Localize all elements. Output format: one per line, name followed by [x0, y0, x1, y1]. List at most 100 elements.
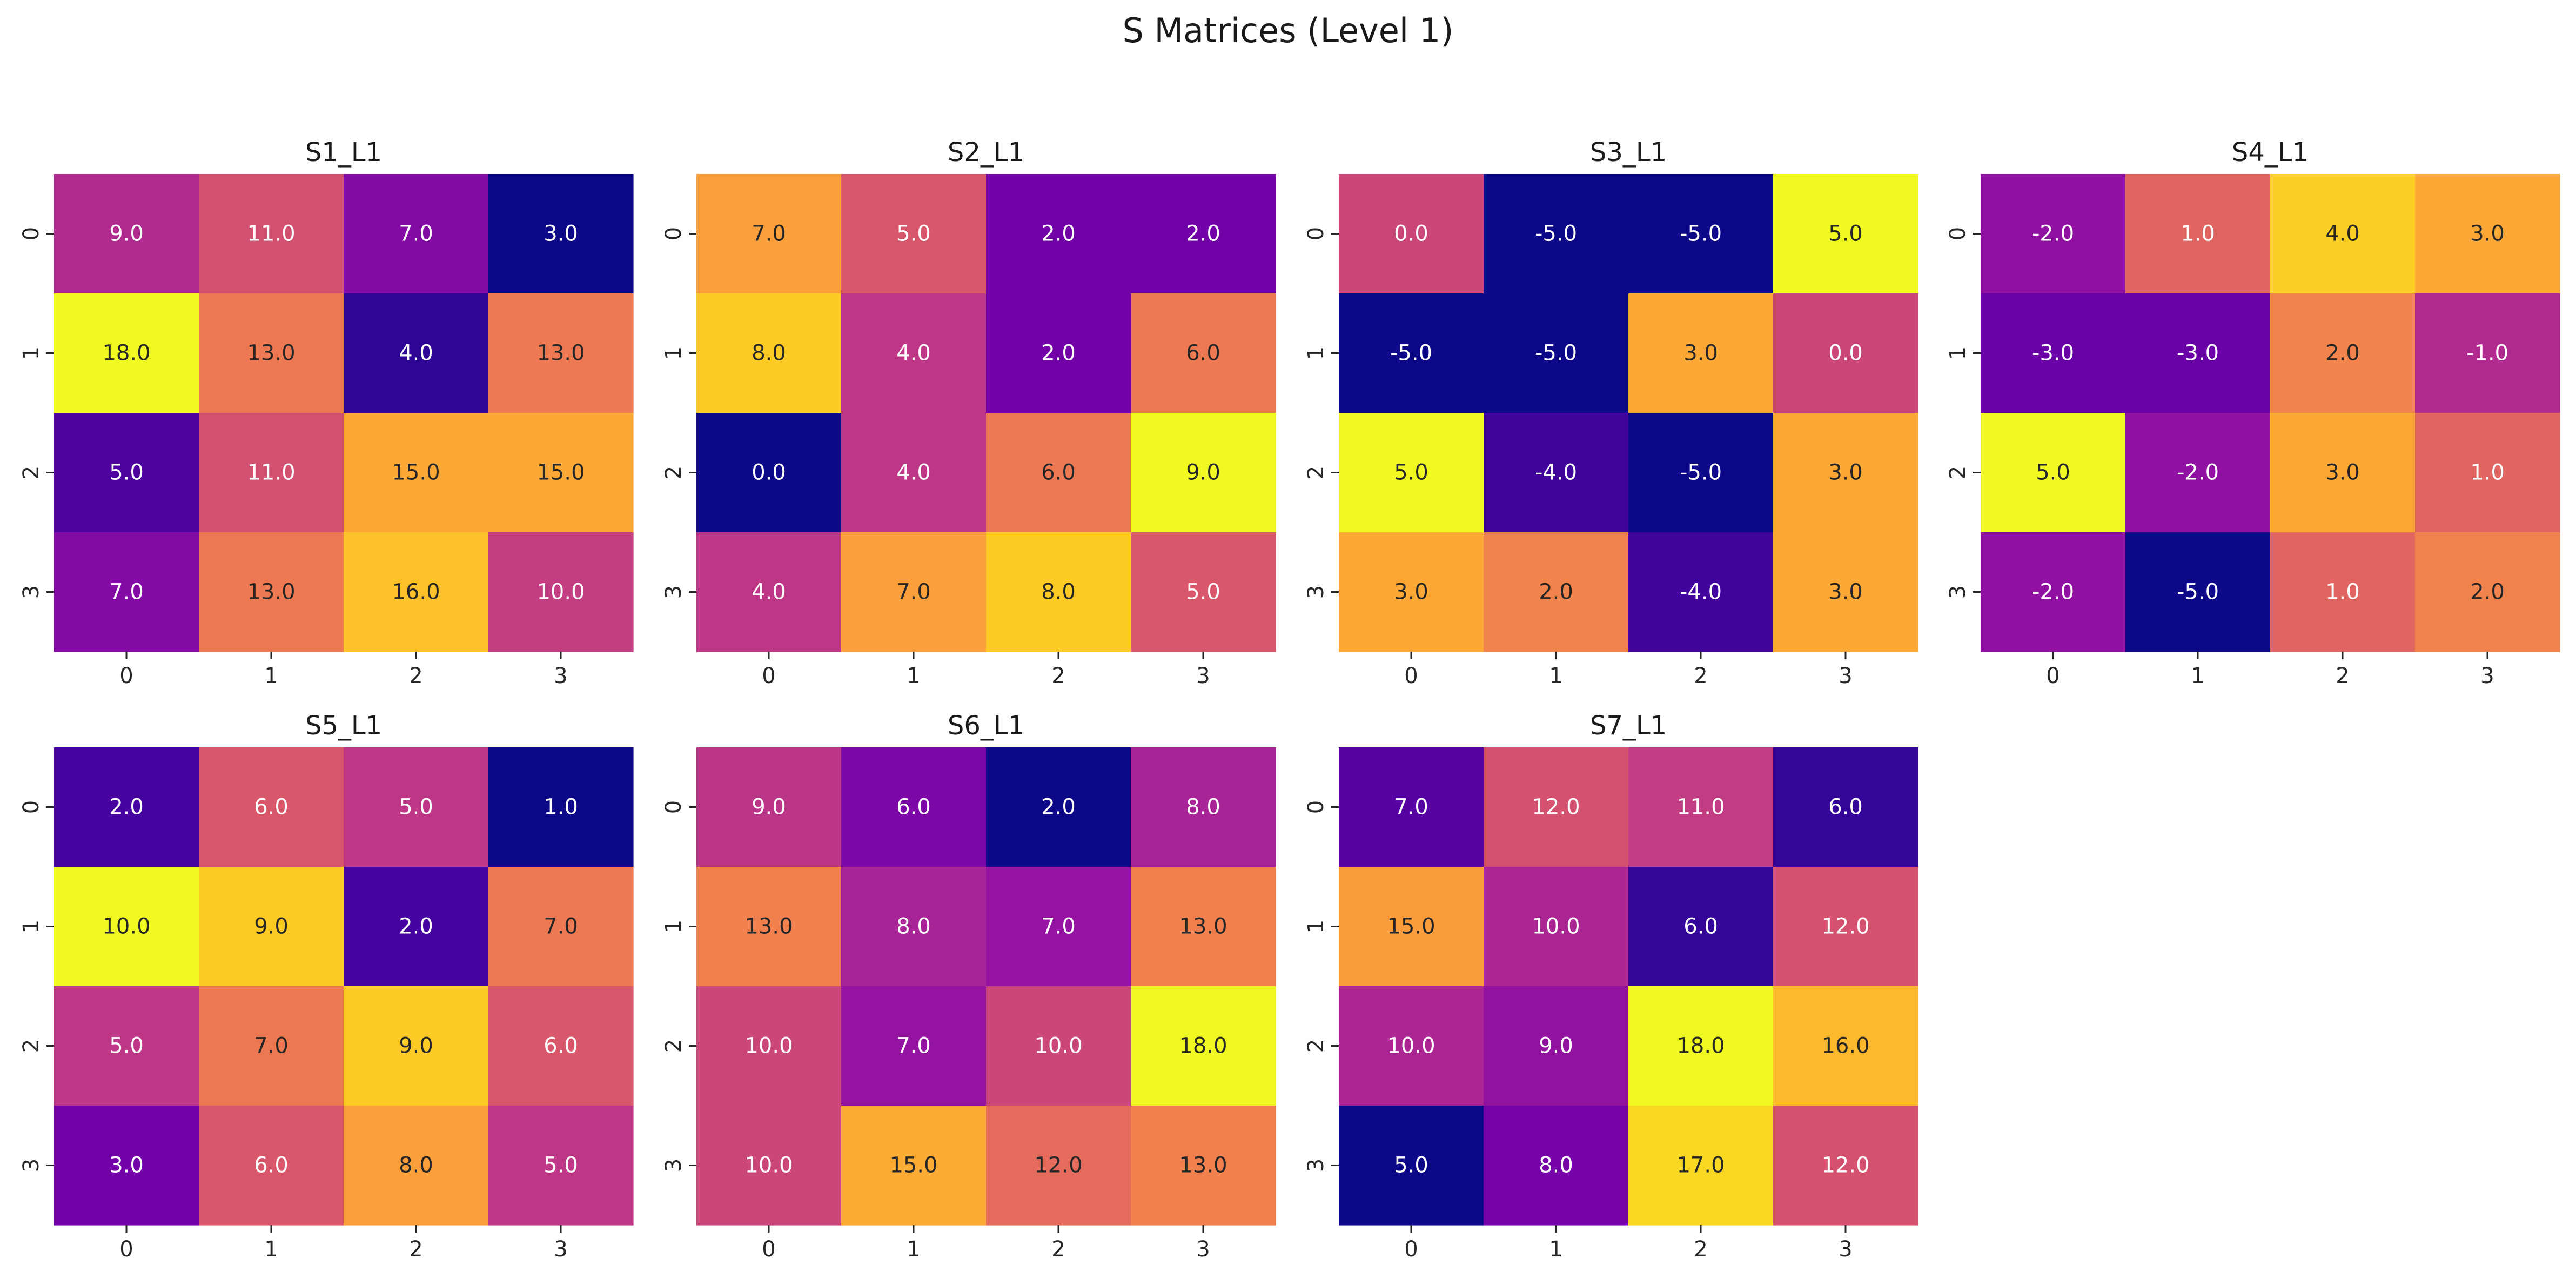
cell-value-label: 3.0: [544, 222, 578, 246]
x-tick-label: 2: [409, 664, 422, 688]
heatmap-cell: [2415, 413, 2560, 533]
cell-value-label: 4.0: [896, 460, 931, 485]
heatmap-cell: [1773, 174, 1918, 294]
heatmap-cell: [986, 747, 1131, 867]
cell-value-label: 3.0: [109, 1153, 144, 1178]
cell-value-label: 9.0: [1186, 460, 1220, 485]
heatmap-cell: [1773, 293, 1918, 413]
y-tick-label: 0: [19, 800, 44, 814]
heatmap-cell: [2125, 532, 2271, 652]
figure-title: S Matrices (Level 1): [1122, 11, 1454, 50]
heatmap-cell: [1628, 293, 1774, 413]
x-tick-label: 3: [554, 1237, 567, 1262]
y-tick-label: 1: [19, 346, 44, 360]
cell-value-label: 8.0: [1186, 795, 1220, 820]
cell-value-label: 0.0: [1828, 341, 1863, 366]
heatmap-cell: [841, 413, 987, 533]
cell-value-label: 10.0: [1532, 914, 1580, 939]
heatmap-cell: [2415, 174, 2560, 294]
cell-value-label: 6.0: [1041, 460, 1076, 485]
cell-value-label: 2.0: [2325, 341, 2360, 366]
heatmap-cell: [54, 867, 199, 987]
x-tick-label: 1: [907, 664, 920, 688]
heatmap-cell: [1484, 413, 1629, 533]
heatmap-cell: [1484, 747, 1629, 867]
cell-value-label: -5.0: [2177, 580, 2219, 605]
panel-title: S7_L1: [1590, 711, 1667, 741]
heatmap-cell: [1773, 532, 1918, 652]
cell-value-label: -4.0: [1535, 460, 1577, 485]
y-tick-label: 2: [19, 466, 44, 479]
heatmap-cell: [841, 532, 987, 652]
y-tick-label: 0: [1304, 800, 1329, 814]
cell-value-label: 2.0: [1041, 222, 1076, 246]
heatmap-panel: S2_L1 7.0 5.0 2.0 2.0 8.0 4.0 2.0 6.0 0.0 4.0 6.0 9.…: [661, 137, 1276, 688]
x-tick-label: 2: [409, 1237, 422, 1262]
heatmap-cell: [1484, 867, 1629, 987]
cell-value-label: 18.0: [1179, 1034, 1227, 1059]
cell-value-label: 10.0: [1387, 1034, 1435, 1059]
x-tick-label: 0: [762, 664, 775, 688]
x-tick-label: 2: [1051, 1237, 1065, 1262]
x-tick-label: 3: [1196, 1237, 1210, 1262]
heatmap-cell: [841, 293, 987, 413]
cell-value-label: 5.0: [1828, 222, 1863, 246]
cell-value-label: 5.0: [109, 1034, 144, 1059]
heatmap-cell: [1773, 867, 1918, 987]
cell-value-label: 7.0: [109, 580, 144, 605]
cell-value-label: 3.0: [2325, 460, 2360, 485]
heatmap-cell: [1628, 986, 1774, 1106]
heatmap-cell: [841, 867, 987, 987]
y-tick-label: 3: [19, 1159, 44, 1172]
panel-title: S6_L1: [948, 711, 1024, 741]
cell-value-label: 3.0: [1394, 580, 1428, 605]
cell-value-label: 8.0: [399, 1153, 433, 1178]
heatmap-cell: [1339, 413, 1484, 533]
heatmap-panel: S5_L1 2.0 6.0 5.0 1.0 10.0 9.0 2.0 7.0 5.0 7.0 9.0 6…: [19, 711, 634, 1262]
heatmap-cell: [696, 532, 842, 652]
heatmap-cell: [1628, 174, 1774, 294]
heatmap-panel: S6_L19.0 6.0 2.0 8.013.0 8.0 7.0 13.010.0 7.0 10…: [661, 711, 1276, 1262]
heatmap-cell: [344, 1106, 489, 1226]
heatmap-cell: [696, 747, 842, 867]
heatmap-cell: [199, 986, 344, 1106]
x-tick-label: 3: [1839, 664, 1852, 688]
y-tick-label: 2: [1304, 1039, 1329, 1053]
heatmap-cell: [488, 986, 634, 1106]
heatmap-cell: [488, 293, 634, 413]
cell-value-label: 12.0: [1034, 1153, 1082, 1178]
cell-value-label: 15.0: [889, 1153, 937, 1178]
heatmap-cell: [986, 174, 1131, 294]
x-tick-label: 0: [119, 664, 133, 688]
heatmap-cell: [696, 293, 842, 413]
heatmap-cell: [2415, 293, 2560, 413]
heatmap-cell: [1484, 532, 1629, 652]
heatmap-cell: [696, 986, 842, 1106]
cell-value-label: 11.0: [1676, 795, 1725, 820]
heatmap-cell: [841, 747, 987, 867]
cell-value-label: 7.0: [1394, 795, 1428, 820]
x-tick-label: 0: [1404, 664, 1418, 688]
heatmap-cell: [54, 174, 199, 294]
heatmap-cell: [696, 413, 842, 533]
heatmap-cell: [2125, 293, 2271, 413]
heatmap-cell: [488, 747, 634, 867]
heatmap-cell: [199, 747, 344, 867]
cell-value-label: 6.0: [1186, 341, 1220, 366]
cell-value-label: 7.0: [1041, 914, 1076, 939]
y-tick-label: 1: [661, 920, 686, 933]
cell-value-label: 8.0: [752, 341, 786, 366]
heatmap-cell: [344, 413, 489, 533]
y-tick-label: 1: [1304, 346, 1329, 360]
cell-value-label: 5.0: [1394, 460, 1428, 485]
heatmap-cell: [1339, 1106, 1484, 1226]
heatmap-cell: [2415, 532, 2560, 652]
heatmap-cell: [1131, 532, 1276, 652]
cell-value-label: 10.0: [1034, 1034, 1082, 1059]
cell-value-label: -4.0: [1680, 580, 1722, 605]
heatmap-cell: [1339, 867, 1484, 987]
heatmap-cell: [54, 413, 199, 533]
heatmap-cell: [1773, 747, 1918, 867]
cell-value-label: -5.0: [1680, 460, 1722, 485]
heatmap-cell: [1628, 867, 1774, 987]
